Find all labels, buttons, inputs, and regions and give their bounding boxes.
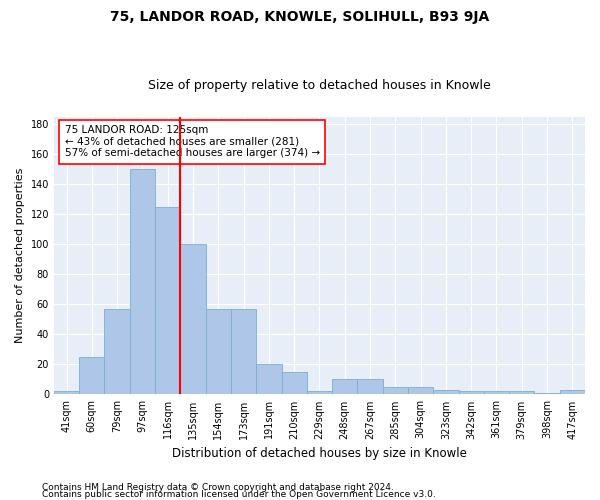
Bar [307,392,332,394]
Text: 75, LANDOR ROAD, KNOWLE, SOLIHULL, B93 9JA: 75, LANDOR ROAD, KNOWLE, SOLIHULL, B93 9… [110,10,490,24]
Text: Contains public sector information licensed under the Open Government Licence v3: Contains public sector information licen… [42,490,436,499]
Bar [433,390,458,394]
Bar [79,357,104,395]
Bar [104,309,130,394]
Bar [181,244,206,394]
Bar [130,170,155,394]
X-axis label: Distribution of detached houses by size in Knowle: Distribution of detached houses by size … [172,447,467,460]
Bar [54,392,79,394]
Bar [535,393,560,394]
Bar [458,392,484,394]
Bar [484,392,509,394]
Bar [206,309,231,394]
Bar [383,387,408,394]
Bar [408,387,433,394]
Bar [231,309,256,394]
Bar [509,392,535,394]
Bar [332,380,358,394]
Text: Contains HM Land Registry data © Crown copyright and database right 2024.: Contains HM Land Registry data © Crown c… [42,484,394,492]
Bar [281,372,307,394]
Text: 75 LANDOR ROAD: 125sqm
← 43% of detached houses are smaller (281)
57% of semi-de: 75 LANDOR ROAD: 125sqm ← 43% of detached… [65,125,320,158]
Title: Size of property relative to detached houses in Knowle: Size of property relative to detached ho… [148,79,491,92]
Bar [256,364,281,394]
Bar [155,207,181,394]
Bar [358,380,383,394]
Y-axis label: Number of detached properties: Number of detached properties [15,168,25,344]
Bar [560,390,585,394]
